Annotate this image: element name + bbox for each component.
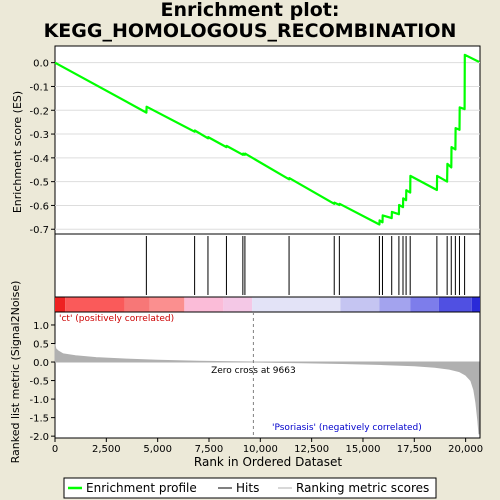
heatmap-segment xyxy=(149,297,185,312)
es-y-axis-label: Enrichment score (ES) xyxy=(11,91,24,213)
metric-y-tick-label: -1.5 xyxy=(29,414,49,425)
ranking-metric-area xyxy=(54,344,480,435)
chart-title-line-1: Enrichment plot: xyxy=(160,0,340,21)
x-tick-label: 10,000 xyxy=(243,444,278,455)
metric-y-tick-label: -2.0 xyxy=(29,432,49,443)
x-tick-label: 5,000 xyxy=(143,444,172,455)
es-y-tick-label: -0.5 xyxy=(29,178,49,189)
metric-y-tick-label: 0.5 xyxy=(33,340,49,351)
ranked-heatmap-bar xyxy=(55,297,480,312)
legend-enrichment-label: Enrichment profile xyxy=(86,481,197,495)
chart-title-line-2: KEGG_HOMOLOGOUS_RECOMBINATION xyxy=(43,20,457,42)
x-tick-label: 0 xyxy=(52,444,58,455)
x-tick-label: 2,500 xyxy=(92,444,121,455)
positive-correlation-label: 'ct' (positively correlated) xyxy=(59,314,174,324)
es-panel-background xyxy=(54,45,481,235)
legend-hits-label: Hits xyxy=(236,481,259,495)
x-axis: 0 2,500 5,000 7,500 10,000 12,500 15,000 17,500… xyxy=(52,438,483,455)
metric-y-tick-label: 0.0 xyxy=(33,358,49,369)
metric-y-tick-label: -0.5 xyxy=(29,377,49,388)
metric-y-tick-label: -1.0 xyxy=(29,395,49,406)
x-tick-label: 17,500 xyxy=(397,444,432,455)
heatmap-segment xyxy=(184,297,224,312)
es-y-tick-label: -0.6 xyxy=(29,201,49,212)
heatmap-segment xyxy=(340,297,380,312)
x-tick-label: 12,500 xyxy=(294,444,329,455)
metric-y-axis: 1.0 0.5 0.0 -0.5 -1.0 -1.5 -2.0 xyxy=(29,321,55,443)
chart-title: Enrichment plot: KEGG_HOMOLOGOUS_RECOMBI… xyxy=(0,0,500,42)
heatmap-segment xyxy=(252,297,341,312)
hits-panel-background xyxy=(54,233,481,298)
negative-correlation-label: 'Psoriasis' (negatively correlated) xyxy=(272,423,422,433)
x-tick-label: 20,000 xyxy=(448,444,483,455)
es-y-tick-label: -0.1 xyxy=(29,82,49,93)
es-y-tick-label: -0.2 xyxy=(29,106,49,117)
legend: Enrichment profile Hits Ranking metric s… xyxy=(63,477,437,499)
x-axis-label: Rank in Ordered Dataset xyxy=(194,455,342,469)
es-y-tick-label: -0.3 xyxy=(29,130,49,141)
heatmap-segment xyxy=(471,297,480,312)
heatmap-segment xyxy=(410,297,439,312)
heatmap-segment xyxy=(65,297,125,312)
heatmap-segment xyxy=(124,297,150,312)
hit-markers xyxy=(145,236,466,295)
heatmap-segment xyxy=(223,297,253,312)
es-y-tick-label: 0.0 xyxy=(33,59,49,70)
metric-y-axis-label: Ranked list metric (Signal2Noise) xyxy=(9,281,22,464)
es-y-axis: 0.0 -0.1 -0.2 -0.3 -0.4 -0.5 -0.6 -0.7 xyxy=(29,59,55,236)
legend-metric-label: Ranking metric scores xyxy=(296,481,429,495)
metric-panel-background xyxy=(54,311,481,439)
enrichment-profile-line xyxy=(54,53,480,226)
heatmap-segment xyxy=(55,297,66,312)
es-panel-grid xyxy=(55,62,480,230)
x-tick-label: 15,000 xyxy=(345,444,380,455)
legend-box xyxy=(63,477,437,499)
heatmap-segment xyxy=(379,297,411,312)
es-y-tick-label: -0.7 xyxy=(29,225,49,236)
heatmap-segment xyxy=(438,297,472,312)
metric-y-tick-label: 1.0 xyxy=(33,321,49,332)
zero-cross-label: Zero cross at 9663 xyxy=(211,366,296,376)
es-y-tick-label: -0.4 xyxy=(29,154,49,165)
x-tick-label: 7,500 xyxy=(195,444,224,455)
